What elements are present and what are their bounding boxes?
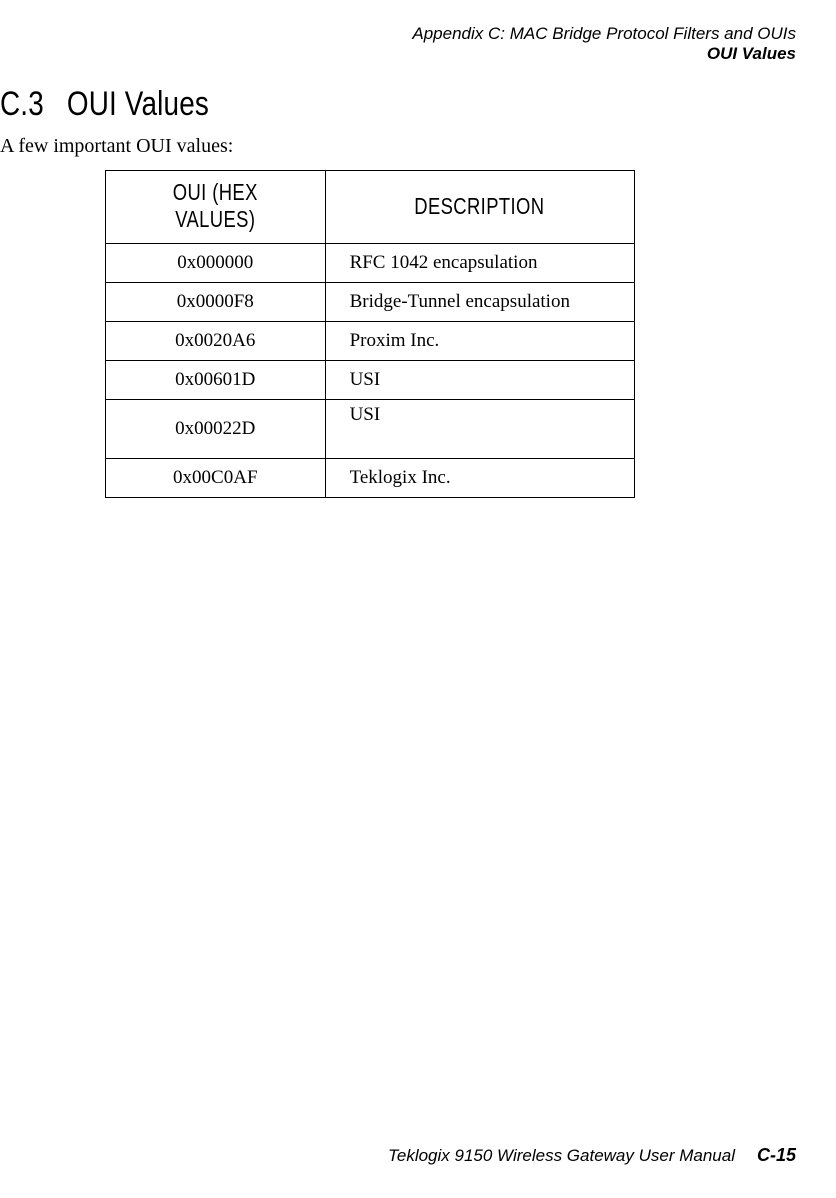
section-title: OUI Values xyxy=(67,85,209,123)
page-footer: Teklogix 9150 Wireless Gateway User Manu… xyxy=(388,1145,796,1166)
cell-oui: 0x000000 xyxy=(106,244,326,283)
cell-oui: 0x0000F8 xyxy=(106,283,326,322)
page: Appendix C: MAC Bridge Protocol Filters … xyxy=(0,0,836,1198)
footer-manual-title: Teklogix 9150 Wireless Gateway User Manu… xyxy=(388,1146,735,1165)
table-header-row: OUI (HEX VALUES) DESCRIPTION xyxy=(106,171,635,244)
table-row: 0x000000 RFC 1042 encapsulation xyxy=(106,244,635,283)
cell-oui: 0x00601D xyxy=(106,361,326,400)
cell-desc: USI xyxy=(325,400,634,459)
section-heading: C.3 OUI Values xyxy=(0,85,209,124)
table-row: 0x00C0AF Teklogix Inc. xyxy=(106,459,635,498)
table-header-desc: DESCRIPTION xyxy=(325,171,634,244)
table-header-oui: OUI (HEX VALUES) xyxy=(106,171,326,244)
cell-oui: 0x00022D xyxy=(106,400,326,459)
cell-desc: USI xyxy=(325,361,634,400)
cell-oui: 0x0020A6 xyxy=(106,322,326,361)
oui-table: OUI (HEX VALUES) DESCRIPTION 0x000000 RF… xyxy=(105,170,635,498)
header-appendix-title: Appendix C: MAC Bridge Protocol Filters … xyxy=(412,24,796,44)
header-section-title: OUI Values xyxy=(412,44,796,64)
cell-desc: Proxim Inc. xyxy=(325,322,634,361)
cell-desc: Teklogix Inc. xyxy=(325,459,634,498)
intro-text: A few important OUI values: xyxy=(0,135,233,158)
table-row: 0x0000F8 Bridge-Tunnel encapsulation xyxy=(106,283,635,322)
cell-desc: Bridge-Tunnel encapsulation xyxy=(325,283,634,322)
table-row: 0x00022D USI xyxy=(106,400,635,459)
table-row: 0x0020A6 Proxim Inc. xyxy=(106,322,635,361)
page-header: Appendix C: MAC Bridge Protocol Filters … xyxy=(412,24,796,64)
cell-oui: 0x00C0AF xyxy=(106,459,326,498)
table-body: 0x000000 RFC 1042 encapsulation 0x0000F8… xyxy=(106,244,635,498)
section-number: C.3 xyxy=(0,85,44,123)
footer-page-number: C-15 xyxy=(757,1145,796,1165)
cell-desc: RFC 1042 encapsulation xyxy=(325,244,634,283)
table-row: 0x00601D USI xyxy=(106,361,635,400)
